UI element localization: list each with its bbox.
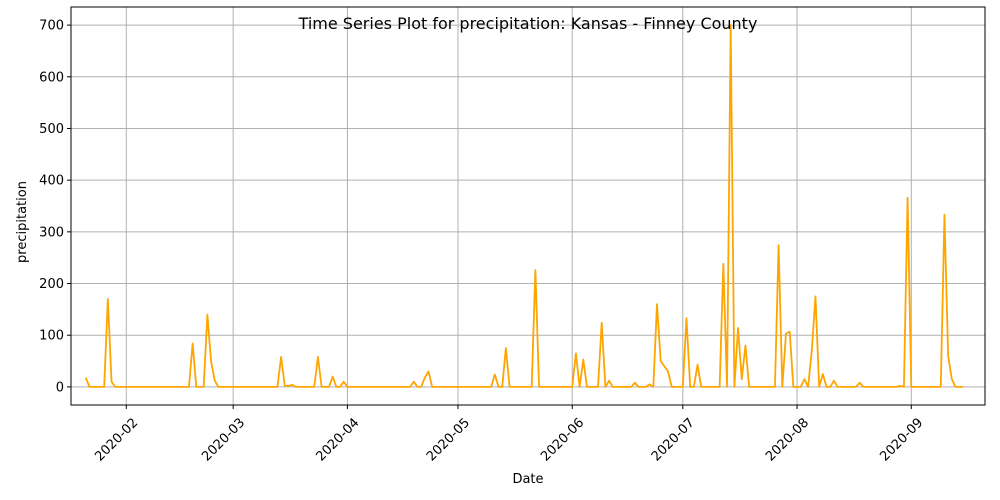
chart-title: Time Series Plot for precipitation: Kans… <box>298 14 758 33</box>
grid-lines <box>71 7 985 405</box>
series-line-precipitation <box>84 24 963 388</box>
y-tick-label: 300 <box>39 225 64 240</box>
series-layer <box>84 24 963 388</box>
y-axis-ticks: 0 100 200 300 400 500 600 700 <box>39 19 71 395</box>
y-tick-label: 400 <box>39 174 64 189</box>
y-tick-label: 600 <box>39 70 64 85</box>
y-tick-label: 200 <box>39 277 64 292</box>
y-tick-label: 700 <box>39 19 64 34</box>
y-axis-label: precipitation <box>15 181 30 263</box>
y-tick-label: 500 <box>39 122 64 137</box>
y-tick-label: 0 <box>56 380 64 395</box>
y-tick-label: 100 <box>39 329 64 344</box>
plot-frame <box>70 6 986 406</box>
x-axis-label: Date <box>512 472 543 487</box>
